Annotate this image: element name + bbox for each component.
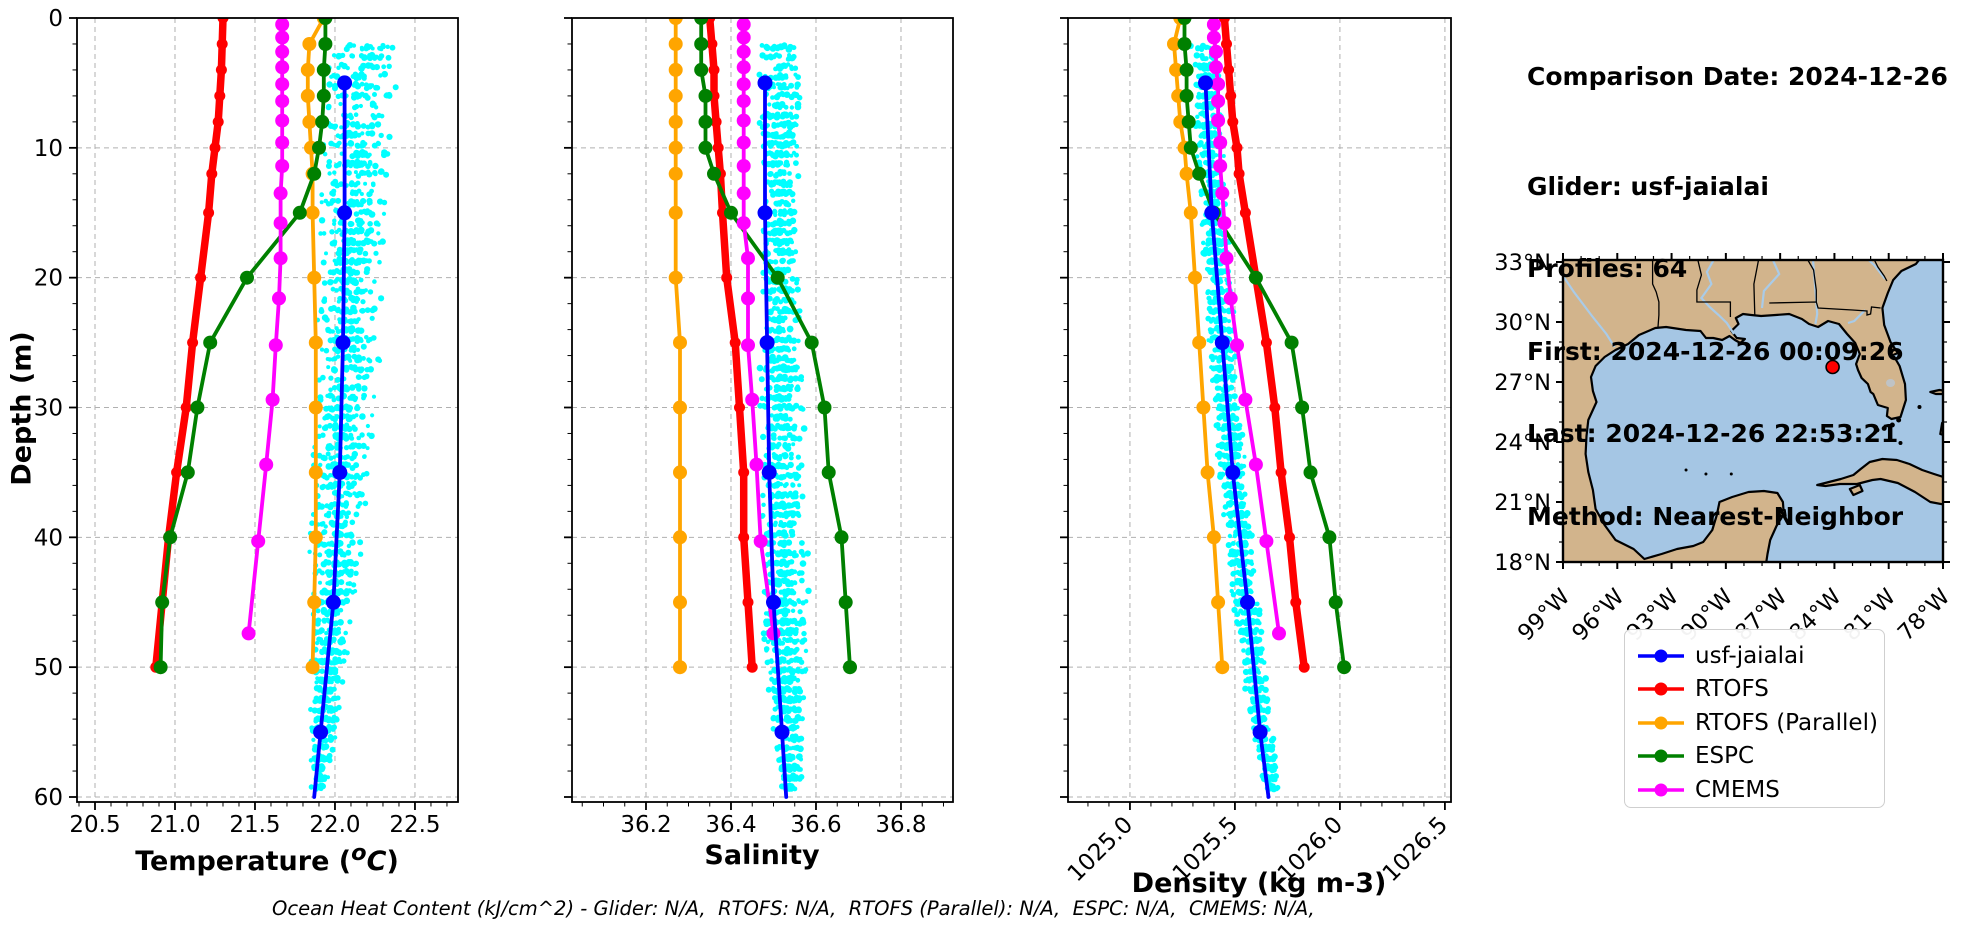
info-panel: Comparison Date: 2024-12-26 Glider: usf-…	[1527, 8, 1948, 558]
series-usf-jaialai	[312, 75, 353, 799]
temperature-plot: 20.5 21.0 21.5 22.0 22.5 0 10 20 30 40 50 60	[34, 6, 459, 838]
state-border	[1769, 301, 1881, 316]
legend-line-marker-icon	[1638, 682, 1684, 696]
svg-text:36.6: 36.6	[790, 812, 841, 838]
method-text: Method: Nearest-Neighbor	[1527, 501, 1904, 531]
first-profile-time-text: First: 2024-12-26 00:09:26	[1527, 336, 1904, 366]
svg-text:20.5: 20.5	[69, 812, 120, 838]
series-rtofs-parallel-	[300, 18, 331, 675]
legend-line-marker-icon	[1638, 649, 1684, 663]
svg-text:22.5: 22.5	[389, 812, 440, 838]
depth-axis-label: Depth (m)	[6, 331, 38, 486]
profiles-count-text: Profiles: 64	[1527, 254, 1688, 283]
series-usf-jaialai	[1198, 75, 1271, 799]
axis-ticks	[564, 17, 944, 810]
last-profile-time-text: Last: 2024-12-26 22:53:21	[1527, 419, 1899, 448]
river	[1867, 260, 1886, 280]
island	[1684, 468, 1688, 472]
svg-text:10: 10	[34, 136, 63, 162]
island	[1917, 405, 1922, 409]
gridlines	[77, 17, 458, 802]
density-plot: 1025.0 1025.5 1026.0 1026.5	[1060, 17, 1453, 887]
legend-label: ESPC	[1695, 743, 1755, 770]
island	[1898, 441, 1903, 445]
series-cmems	[241, 18, 290, 641]
series-espc	[153, 18, 333, 675]
land-polygon	[1778, 508, 1787, 518]
river	[1563, 273, 1616, 348]
density-axis-label: Density (kg m-3)	[1131, 868, 1387, 899]
svg-text:50: 50	[34, 655, 63, 681]
svg-text:22.0: 22.0	[309, 812, 360, 838]
svg-text:21.0: 21.0	[149, 812, 200, 838]
legend: usf-jaialai RTOFS RTOFS (Parallel) ESPC …	[1624, 629, 1885, 808]
salinity-axis-label: Salinity	[704, 840, 820, 871]
land-polygon	[1563, 260, 1921, 562]
x-tick-labels: 20.5 21.0 21.5 22.0 22.5	[69, 812, 440, 838]
island	[1874, 427, 1880, 433]
glider-name-text: Glider: usf-jaialai	[1527, 171, 1769, 201]
svg-text:21.5: 21.5	[229, 812, 280, 838]
series-rtofs-parallel-	[1167, 18, 1230, 675]
axis-ticks	[1060, 17, 1446, 810]
map-ticks	[1556, 253, 1950, 569]
legend-label: CMEMS	[1695, 776, 1780, 803]
state-border	[1651, 260, 1660, 328]
series-cmems	[1206, 18, 1286, 641]
svg-text:20: 20	[34, 266, 63, 292]
legend-item-cmems: CMEMS	[1635, 773, 1884, 807]
legend-label: RTOFS	[1695, 676, 1769, 703]
glider-position-marker	[1825, 359, 1840, 375]
series-usf-jaialai	[757, 75, 790, 799]
river	[1847, 309, 1866, 325]
land-polygon	[1816, 457, 1943, 506]
series-espc	[694, 18, 857, 675]
state-border	[1753, 260, 1760, 316]
land-polygon	[1929, 388, 1943, 396]
state-border	[1696, 260, 1732, 317]
state-border	[1807, 260, 1817, 302]
river	[1760, 260, 1781, 309]
svg-text:30: 30	[34, 396, 63, 422]
salinity-plot: 36.2 36.4 36.6 36.8	[564, 17, 954, 838]
island	[1889, 422, 1895, 428]
legend-line-marker-icon	[1638, 749, 1684, 763]
ocean-heat-content-footer: Ocean Heat Content (kJ/cm^2) - Glider: N…	[272, 897, 1315, 920]
island	[1896, 417, 1902, 423]
legend-item-espc: ESPC	[1635, 740, 1884, 774]
axis-ticks	[69, 17, 448, 810]
land-polygon	[1848, 483, 1864, 497]
legend-item-rtofs-parallel: RTOFS (Parallel)	[1635, 706, 1884, 740]
island	[1729, 472, 1733, 476]
temperature-axis-label: Temperature (oC)	[135, 840, 399, 877]
comparison-date-text: Comparison Date: 2024-12-26	[1527, 62, 1948, 91]
legend-label: usf-jaialai	[1695, 642, 1805, 669]
svg-text:36.8: 36.8	[875, 812, 926, 838]
gridlines	[572, 17, 953, 802]
lake-okeechobee	[1886, 379, 1896, 387]
depth-tick-labels: 0 10 20 30 40 50 60	[34, 6, 63, 811]
island	[1881, 425, 1887, 431]
legend-label: RTOFS (Parallel)	[1695, 709, 1878, 736]
legend-item-usf-jaialai: usf-jaialai	[1635, 639, 1884, 673]
svg-text:60: 60	[34, 785, 63, 811]
island	[1704, 472, 1708, 476]
svg-text:36.2: 36.2	[620, 812, 671, 838]
legend-line-marker-icon	[1638, 716, 1684, 730]
svg-text:0: 0	[48, 6, 63, 32]
series-rtofs-parallel-	[668, 18, 687, 675]
svg-text:36.4: 36.4	[705, 812, 756, 838]
legend-item-rtofs: RTOFS	[1635, 673, 1884, 707]
svg-text:40: 40	[34, 525, 63, 551]
state-border	[1873, 260, 1888, 282]
x-tick-labels: 36.2 36.4 36.6 36.8	[620, 812, 926, 838]
legend-line-marker-icon	[1638, 783, 1684, 797]
